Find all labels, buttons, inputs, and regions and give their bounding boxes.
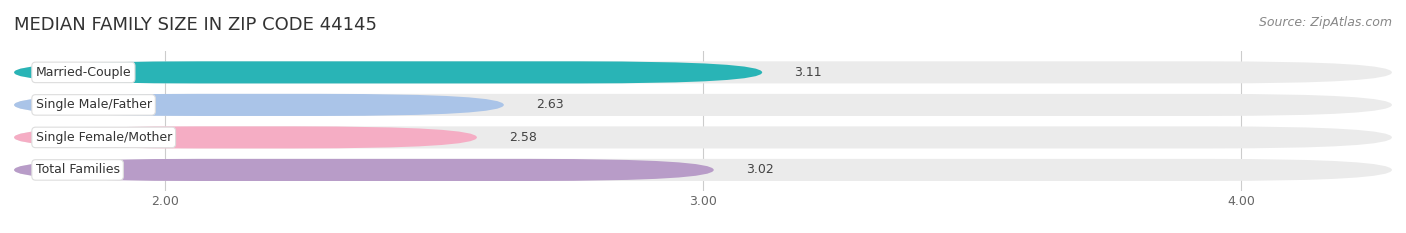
- Text: 2.58: 2.58: [509, 131, 537, 144]
- FancyBboxPatch shape: [14, 126, 1392, 148]
- FancyBboxPatch shape: [14, 159, 1392, 181]
- FancyBboxPatch shape: [14, 159, 714, 181]
- Text: Single Male/Father: Single Male/Father: [35, 98, 152, 111]
- Text: 3.11: 3.11: [794, 66, 823, 79]
- FancyBboxPatch shape: [14, 94, 503, 116]
- FancyBboxPatch shape: [14, 126, 477, 148]
- Text: Total Families: Total Families: [35, 163, 120, 176]
- Text: MEDIAN FAMILY SIZE IN ZIP CODE 44145: MEDIAN FAMILY SIZE IN ZIP CODE 44145: [14, 16, 377, 34]
- Text: Married-Couple: Married-Couple: [35, 66, 131, 79]
- Text: Single Female/Mother: Single Female/Mother: [35, 131, 172, 144]
- FancyBboxPatch shape: [14, 61, 1392, 83]
- Text: Source: ZipAtlas.com: Source: ZipAtlas.com: [1258, 16, 1392, 29]
- FancyBboxPatch shape: [14, 94, 1392, 116]
- Text: 3.02: 3.02: [747, 163, 773, 176]
- FancyBboxPatch shape: [14, 61, 762, 83]
- Text: 2.63: 2.63: [536, 98, 564, 111]
